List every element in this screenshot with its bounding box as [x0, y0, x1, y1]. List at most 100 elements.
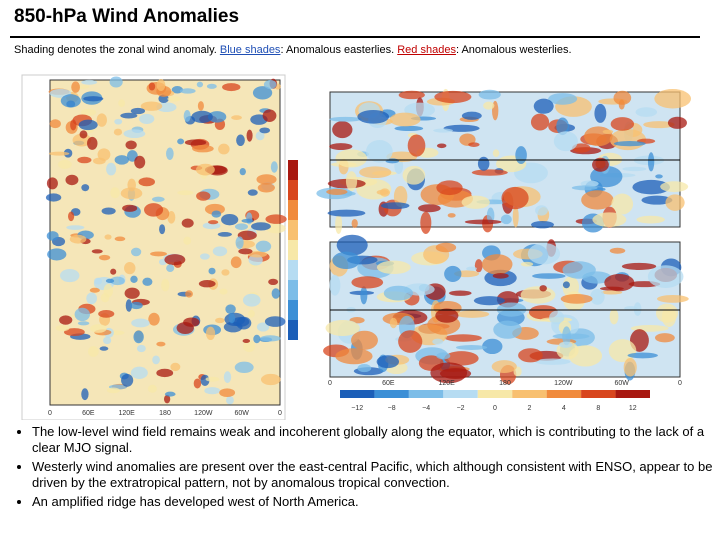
shading	[83, 96, 104, 102]
shading	[255, 131, 265, 141]
shading	[130, 107, 146, 115]
shading	[207, 111, 227, 123]
shading	[520, 261, 534, 267]
shading	[618, 99, 625, 110]
shading	[420, 211, 432, 235]
shading	[152, 355, 160, 365]
shading	[65, 174, 79, 186]
shading	[60, 94, 81, 108]
shading	[55, 324, 70, 332]
shading	[87, 136, 98, 150]
shading	[535, 205, 548, 216]
shading	[549, 310, 565, 325]
shading	[562, 281, 570, 289]
shading	[167, 96, 181, 102]
colorbar-swatch	[288, 280, 298, 300]
shading	[609, 247, 626, 254]
shading	[656, 294, 689, 303]
shading	[192, 144, 214, 153]
shading	[98, 310, 115, 318]
shading	[434, 90, 472, 104]
shading	[80, 108, 97, 116]
shading	[592, 157, 609, 172]
shading	[647, 152, 655, 172]
shading	[171, 86, 183, 94]
shading	[161, 278, 170, 292]
shading	[553, 131, 578, 152]
shading	[96, 113, 107, 127]
colorbar-swatch	[443, 390, 478, 398]
shading	[435, 308, 459, 323]
shading	[221, 269, 230, 276]
shading	[113, 128, 123, 136]
shading	[444, 334, 482, 342]
shading	[122, 204, 138, 212]
shading	[156, 368, 174, 378]
shading	[329, 116, 362, 122]
shading	[667, 116, 687, 129]
shading	[493, 320, 522, 339]
shading	[88, 346, 99, 357]
shading	[584, 126, 613, 147]
shading	[360, 286, 368, 305]
shading	[237, 230, 257, 241]
shading	[164, 254, 186, 266]
shading	[208, 220, 219, 225]
shading	[622, 166, 647, 172]
colorbar-swatch	[477, 390, 513, 398]
shading	[181, 218, 194, 228]
shading	[246, 129, 253, 142]
shading	[167, 211, 176, 224]
shading	[121, 373, 134, 387]
shading	[103, 336, 112, 345]
shading	[477, 156, 490, 171]
shading	[241, 218, 254, 223]
shading	[660, 181, 689, 193]
shading	[357, 109, 390, 124]
shading	[447, 213, 456, 218]
shading	[530, 113, 550, 131]
shading	[345, 171, 358, 192]
shading	[560, 293, 593, 304]
shading	[89, 287, 100, 293]
shading	[46, 231, 59, 241]
colorbar-swatch	[288, 200, 298, 220]
shading	[539, 285, 547, 292]
shading	[518, 348, 543, 363]
shading	[196, 191, 211, 201]
shading	[202, 222, 221, 230]
x-tick-label: 60W	[234, 410, 249, 417]
shading	[592, 212, 627, 228]
shading	[265, 214, 287, 224]
shading	[464, 219, 502, 225]
shading	[556, 117, 569, 136]
shading	[335, 149, 368, 168]
shading	[147, 384, 157, 393]
shading	[239, 167, 246, 176]
shading	[219, 288, 228, 295]
colorbar-swatch	[288, 180, 298, 200]
shading	[383, 285, 414, 301]
shading	[103, 283, 114, 298]
shading	[257, 183, 275, 193]
shading	[483, 101, 495, 110]
x-tick-label: 180	[499, 380, 511, 387]
shading	[49, 119, 61, 129]
shading	[123, 129, 146, 139]
shading	[142, 277, 153, 286]
shading	[433, 128, 453, 133]
shading	[129, 301, 143, 310]
shading	[398, 90, 425, 100]
shading	[398, 330, 423, 353]
shading	[376, 355, 400, 369]
shading	[81, 79, 98, 85]
shading	[491, 360, 517, 374]
shading	[455, 310, 490, 318]
shading	[552, 333, 590, 340]
shading	[110, 276, 125, 286]
shading	[47, 248, 67, 261]
shading	[110, 268, 117, 275]
shading	[69, 234, 87, 244]
shading	[144, 203, 164, 217]
